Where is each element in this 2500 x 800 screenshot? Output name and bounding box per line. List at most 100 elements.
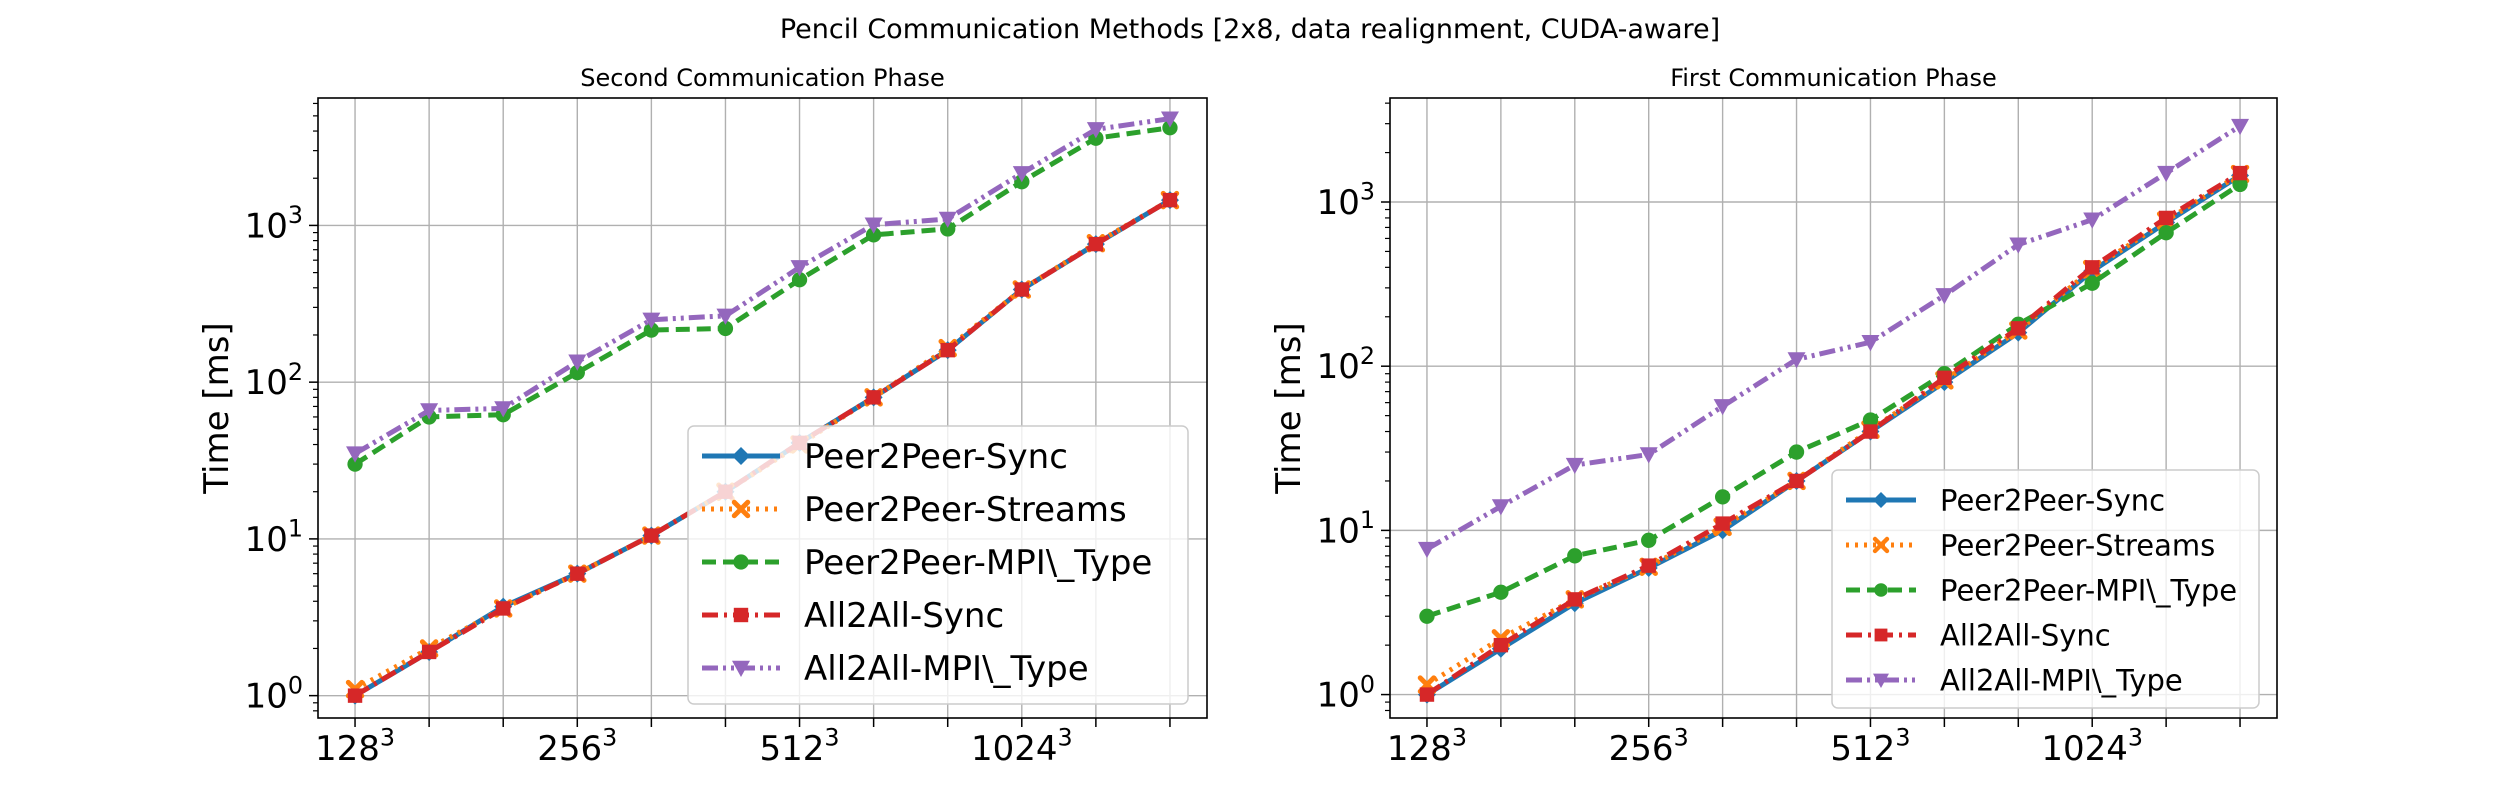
legend-marker (731, 499, 751, 519)
legend: Peer2Peer-Sync Peer2Peer-Streams Peer2Peer… (687, 425, 1189, 705)
data-point (2231, 118, 2250, 136)
data-point (1862, 412, 1879, 428)
data-point (1789, 473, 1804, 489)
data-point (347, 456, 363, 472)
legend-label: All2All-Sync (1940, 618, 2111, 652)
series-line (1425, 123, 2242, 552)
legend-label: Peer2Peer-Sync (1940, 483, 2165, 517)
data-point (1417, 541, 1436, 559)
legend-marker (733, 554, 749, 570)
data-point (1014, 282, 1029, 297)
data-point (1565, 457, 1584, 475)
data-point (2011, 321, 2026, 336)
data-point (1935, 288, 1954, 305)
figure-title: Pencil Communication Methods [2x8, data … (780, 14, 1720, 45)
x-tick-label: 10243 (971, 724, 1073, 769)
data-point (1639, 447, 1658, 464)
right-chart-panel: 100 101 102 103 1283 2563 5123 10243 First Commu… (1269, 64, 2278, 769)
legend-marker (1872, 536, 1890, 554)
legend-marker (1874, 628, 1888, 642)
data-point (2158, 225, 2174, 241)
data-point (1088, 236, 1104, 252)
data-point (1493, 637, 1509, 653)
data-point (2084, 275, 2100, 291)
data-point (1162, 192, 1178, 208)
series-line (1425, 170, 2242, 697)
data-point (1160, 111, 1179, 128)
data-point (420, 403, 439, 420)
data-point (1012, 166, 1031, 183)
data-point (347, 688, 363, 703)
data-point (2009, 237, 2028, 254)
y-tick-label: 103 (245, 201, 303, 246)
data-point (568, 354, 587, 371)
legend-label: All2All-Sync (804, 596, 1004, 636)
data-point (642, 312, 661, 329)
legend-marker (732, 447, 750, 465)
data-point (940, 342, 955, 358)
data-point (2083, 212, 2102, 229)
x-tick-label: 2563 (1609, 724, 1689, 769)
series-3 (1419, 165, 2248, 702)
data-point (421, 644, 437, 660)
data-point (1937, 370, 1952, 385)
data-point (346, 446, 365, 463)
y-tick-label: 103 (1317, 178, 1375, 223)
left-chart-panel: 100 101 102 103 1283 2563 5123 10243 Second Comm… (197, 64, 1208, 769)
legend-label: Peer2Peer-Streams (804, 490, 1127, 530)
data-point (2232, 176, 2248, 193)
x-tick-label: 5123 (1830, 724, 1910, 769)
legend-box (1831, 469, 2260, 709)
legend: Peer2Peer-Sync Peer2Peer-Streams Peer2Peer… (1831, 469, 2260, 709)
y-tick-label: 101 (245, 515, 303, 560)
y-tick-label: 102 (245, 358, 303, 403)
y-axis-label: Time [ms] (197, 322, 237, 494)
legend-marker (1873, 673, 1889, 688)
data-point (1713, 399, 1732, 416)
data-point (940, 221, 956, 237)
data-point (1714, 489, 1731, 505)
data-point (938, 211, 957, 228)
y-axis-label: Time [ms] (1269, 322, 1309, 494)
data-point (716, 308, 735, 325)
data-point (494, 401, 513, 418)
legend-box (687, 425, 1189, 705)
data-point (1567, 592, 1582, 607)
data-point (790, 260, 809, 277)
data-point (1787, 352, 1806, 369)
data-point (1861, 335, 1880, 352)
data-point (570, 566, 585, 581)
legend-marker (1873, 492, 1889, 508)
plot-frame (317, 97, 1208, 719)
data-point (865, 227, 882, 243)
data-point (1863, 424, 1878, 439)
data-point (643, 322, 660, 338)
data-point (1493, 584, 1509, 600)
data-point (1788, 444, 1805, 460)
data-point (1715, 516, 1730, 531)
data-point (864, 217, 883, 234)
series-4 (346, 111, 1179, 463)
x-tick-label: 10243 (2041, 724, 2143, 769)
data-point (1641, 558, 1656, 573)
series-line (353, 116, 1171, 456)
data-point (1086, 122, 1105, 139)
data-point (2085, 260, 2100, 275)
legend-label: Peer2Peer-Sync (804, 437, 1068, 477)
data-point (866, 390, 881, 405)
data-point (791, 272, 808, 288)
data-point (1567, 548, 1583, 564)
series-line (1426, 182, 2242, 619)
data-point (1641, 532, 1657, 548)
data-point (2158, 210, 2174, 226)
x-tick-label: 1283 (1387, 724, 1467, 769)
legend-label: Peer2Peer-MPI\_Type (804, 543, 1152, 583)
plot-frame (1389, 97, 2278, 719)
x-tick-label: 1283 (315, 724, 395, 769)
legend-label: Peer2Peer-MPI\_Type (1940, 573, 2237, 607)
data-point (644, 528, 659, 543)
y-tick-label: 102 (1317, 342, 1375, 387)
data-point (1419, 608, 1435, 624)
x-tick-label: 5123 (760, 724, 840, 769)
